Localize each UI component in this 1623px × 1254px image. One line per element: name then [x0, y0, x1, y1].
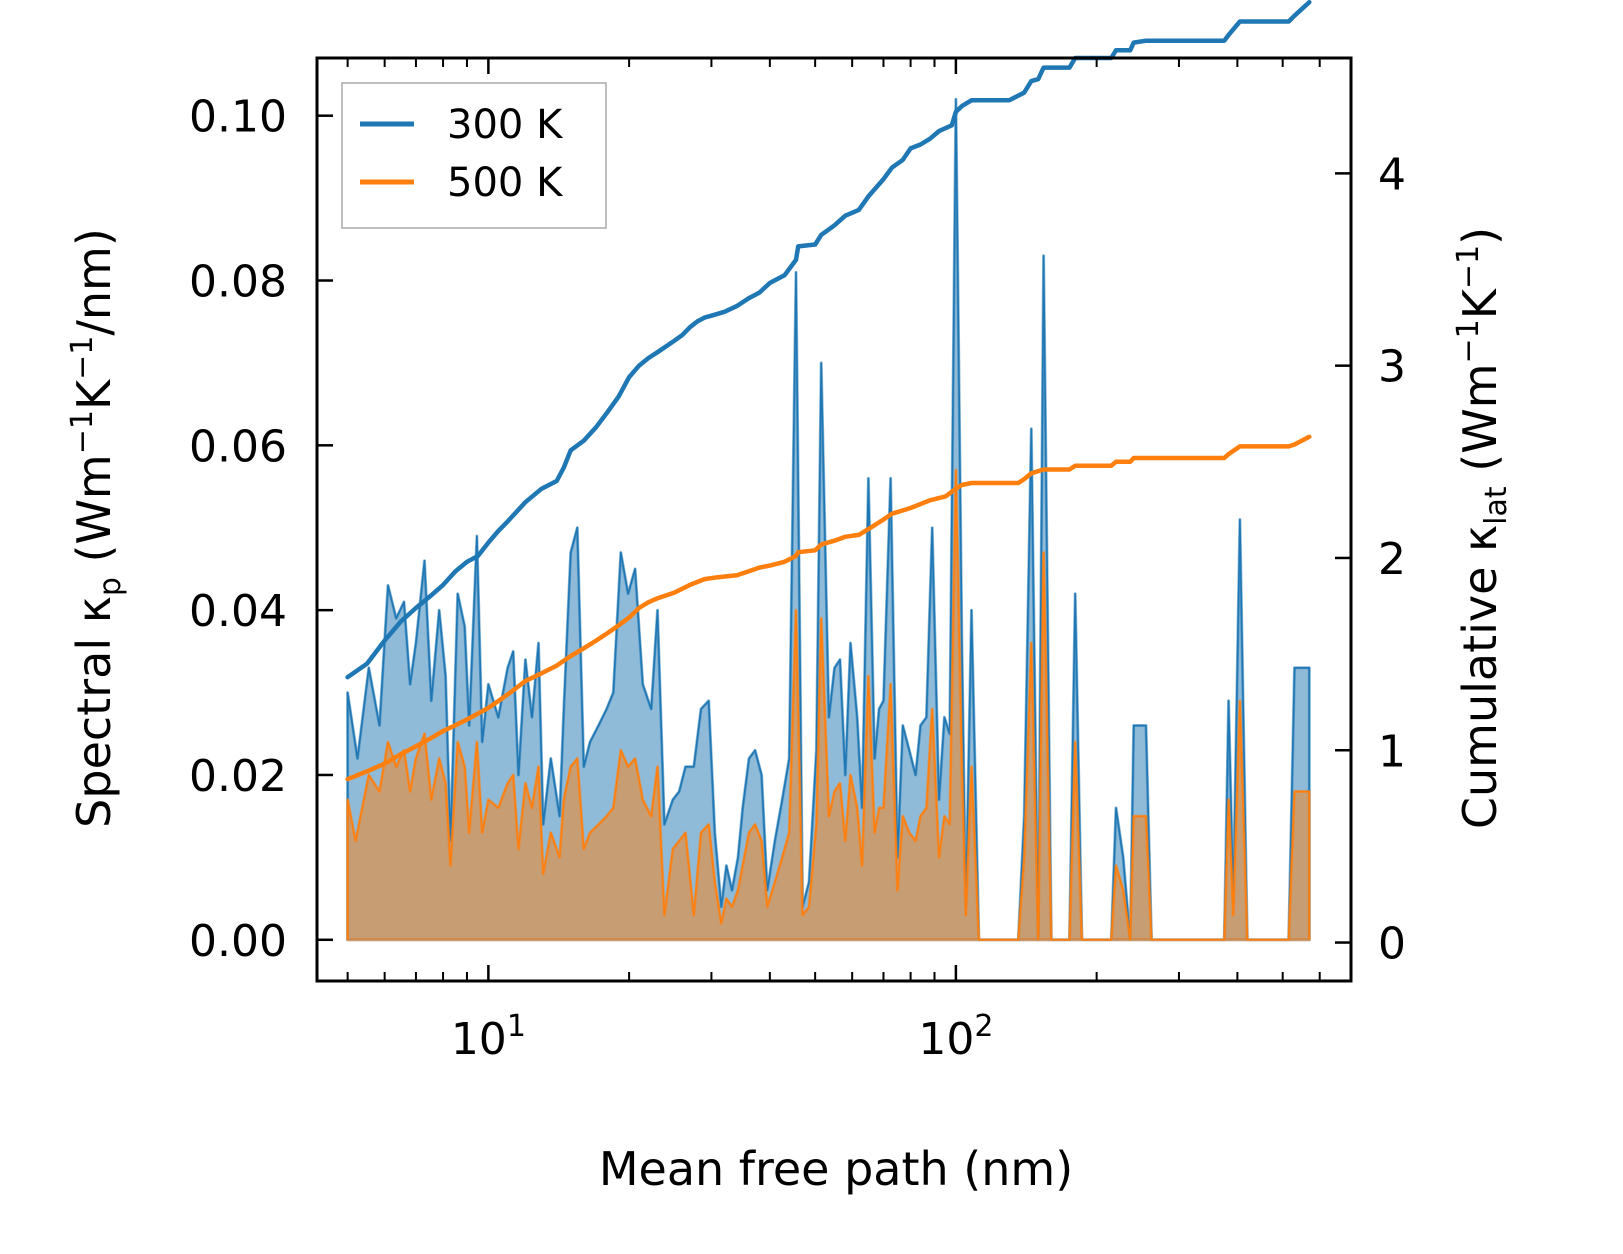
x-tick-label-base: 10 — [451, 1014, 507, 1065]
y-right-title-sub: lat — [1479, 486, 1514, 525]
y-right-tick-label: 1 — [1378, 726, 1406, 777]
y-axis-right-title: Cumulative κlat (Wm−1K−1) — [1451, 227, 1514, 829]
y-left-tick-label: 0.10 — [189, 92, 287, 143]
y-right-tick-label: 2 — [1378, 534, 1406, 585]
y-right-title-prefix: Cumulative κ — [1453, 525, 1507, 829]
y-left-title-units-mid: K — [67, 378, 121, 410]
y-left-tick-label: 0.06 — [189, 421, 287, 472]
plot-area — [345, 0, 1312, 942]
cumulative-line-300k — [345, 0, 1312, 680]
y-left-tick-label: 0.04 — [189, 586, 287, 637]
x-tick-label-base: 10 — [918, 1014, 974, 1065]
y-left-title-units-open: (Wm — [67, 454, 121, 577]
y-axis-left: 0.00 0.02 0.04 0.06 0.08 0.10 — [189, 92, 333, 967]
y-left-title-sup1: −1 — [65, 410, 100, 454]
y-right-title-units-mid: K — [1453, 287, 1507, 319]
y-right-title-units-open: (Wm — [1453, 363, 1507, 486]
y-left-title-units-close: /nm) — [67, 228, 121, 335]
y-left-tick-label: 0.02 — [189, 751, 287, 802]
y-left-title-sup2: −1 — [65, 336, 100, 380]
y-right-tick-label: 3 — [1378, 342, 1406, 393]
y-right-title-units-close: ) — [1453, 227, 1507, 245]
y-left-tick-label: 0.00 — [189, 916, 287, 967]
x-tick-label-exponent: 1 — [507, 1009, 526, 1044]
x-axis: 101 102 — [346, 58, 1352, 1065]
y-left-title-prefix: Spectral κ — [67, 596, 121, 828]
spectral-line-500k — [346, 469, 1311, 941]
y-right-tick-label: 4 — [1378, 149, 1406, 200]
plot-border — [315, 56, 1353, 983]
legend-label-500k: 500 K — [447, 160, 564, 206]
legend: 300 K 500 K — [341, 82, 607, 229]
y-right-title-sup2: −1 — [1451, 245, 1486, 289]
legend-box — [341, 82, 607, 229]
y-axis-right: 0 1 2 3 4 — [1335, 149, 1406, 970]
x-axis-title: Mean free path (nm) — [599, 1142, 1073, 1196]
x-tick-label: 102 — [918, 1009, 993, 1065]
legend-label-300k: 300 K — [447, 102, 564, 148]
y-left-tick-label: 0.08 — [189, 257, 287, 308]
y-axis-left-title: Spectral κp (Wm−1K−1/nm) — [65, 228, 128, 828]
x-tick-label-exponent: 2 — [974, 1009, 993, 1044]
cumulative-line-500k — [345, 434, 1312, 782]
x-tick-label: 101 — [451, 1009, 526, 1065]
y-left-title-sub: p — [93, 577, 128, 596]
y-right-tick-label: 0 — [1378, 919, 1406, 970]
spectral-line-300k — [346, 98, 1311, 941]
plot-frame — [315, 56, 1353, 983]
y-right-title-sup1: −1 — [1451, 319, 1486, 363]
